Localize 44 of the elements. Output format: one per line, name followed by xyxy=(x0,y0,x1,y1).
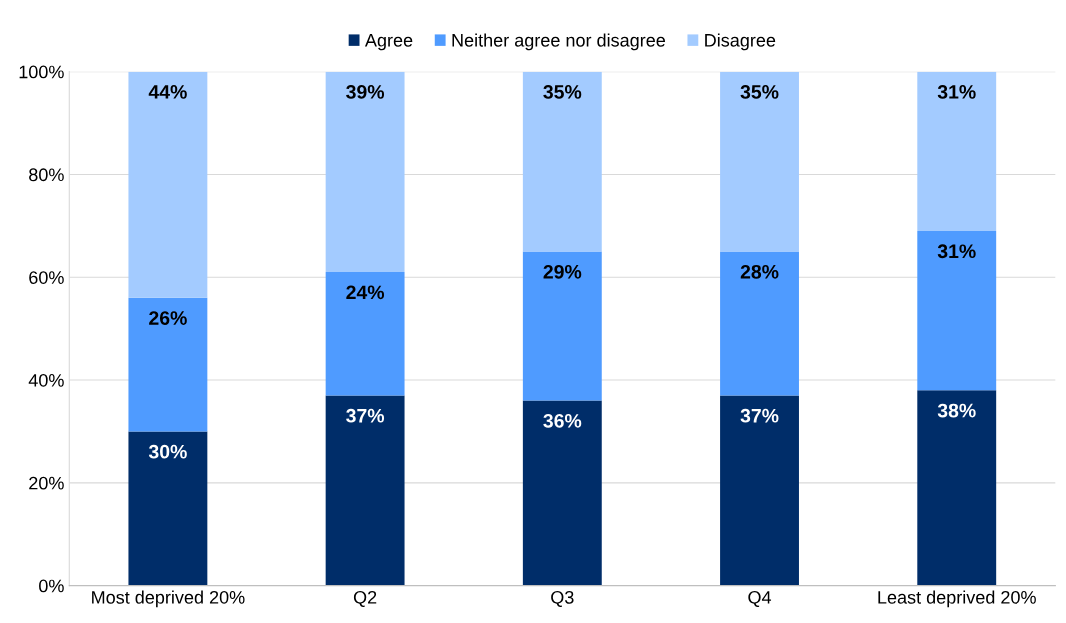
data-label: 28% xyxy=(740,264,779,279)
data-label: 26% xyxy=(149,311,187,325)
data-label: 35% xyxy=(740,85,779,99)
data-label: 31% xyxy=(937,85,976,99)
legend-label: Neither agree nor disagree xyxy=(452,33,665,51)
data-label: 37% xyxy=(346,408,385,423)
bar xyxy=(522,71,602,252)
bar xyxy=(128,71,208,298)
data-label: 35% xyxy=(543,85,582,99)
data-label: 37% xyxy=(740,408,779,423)
y-tick-label: 100% xyxy=(19,65,64,79)
y-tick-label: 60% xyxy=(29,271,64,284)
bar xyxy=(720,395,799,586)
x-tick-label: Q3 xyxy=(551,590,574,607)
data-label: 38% xyxy=(937,403,976,418)
bar xyxy=(720,251,799,396)
data-label: 29% xyxy=(543,264,582,279)
bar xyxy=(325,272,405,396)
y-tick-label: 0% xyxy=(39,579,64,593)
data-label: 30% xyxy=(148,444,187,459)
bar xyxy=(522,251,602,401)
y-tick-label: 80% xyxy=(29,168,64,182)
bar xyxy=(522,400,602,586)
legend-label: Disagree xyxy=(705,33,776,51)
legend-label: Agree xyxy=(364,34,413,51)
bar xyxy=(720,71,799,252)
data-label: 36% xyxy=(543,413,582,428)
x-tick-label: Most deprived 20% xyxy=(92,590,245,608)
bar xyxy=(128,431,208,586)
data-label: 44% xyxy=(148,85,187,99)
bar xyxy=(325,395,405,586)
x-tick-label: Q4 xyxy=(748,590,772,607)
bar xyxy=(917,71,997,231)
bar xyxy=(917,230,997,391)
data-label: 31% xyxy=(937,244,976,259)
bar xyxy=(325,71,405,273)
data-label: 24% xyxy=(346,285,385,300)
x-tick-label: Least deprived 20% xyxy=(878,590,1036,608)
y-tick-label: 20% xyxy=(29,476,64,490)
x-tick-label: Q2 xyxy=(353,590,377,607)
bar xyxy=(128,297,208,432)
y-tick-label: 40% xyxy=(28,373,64,387)
bar xyxy=(917,390,997,586)
data-label: 39% xyxy=(346,85,385,99)
